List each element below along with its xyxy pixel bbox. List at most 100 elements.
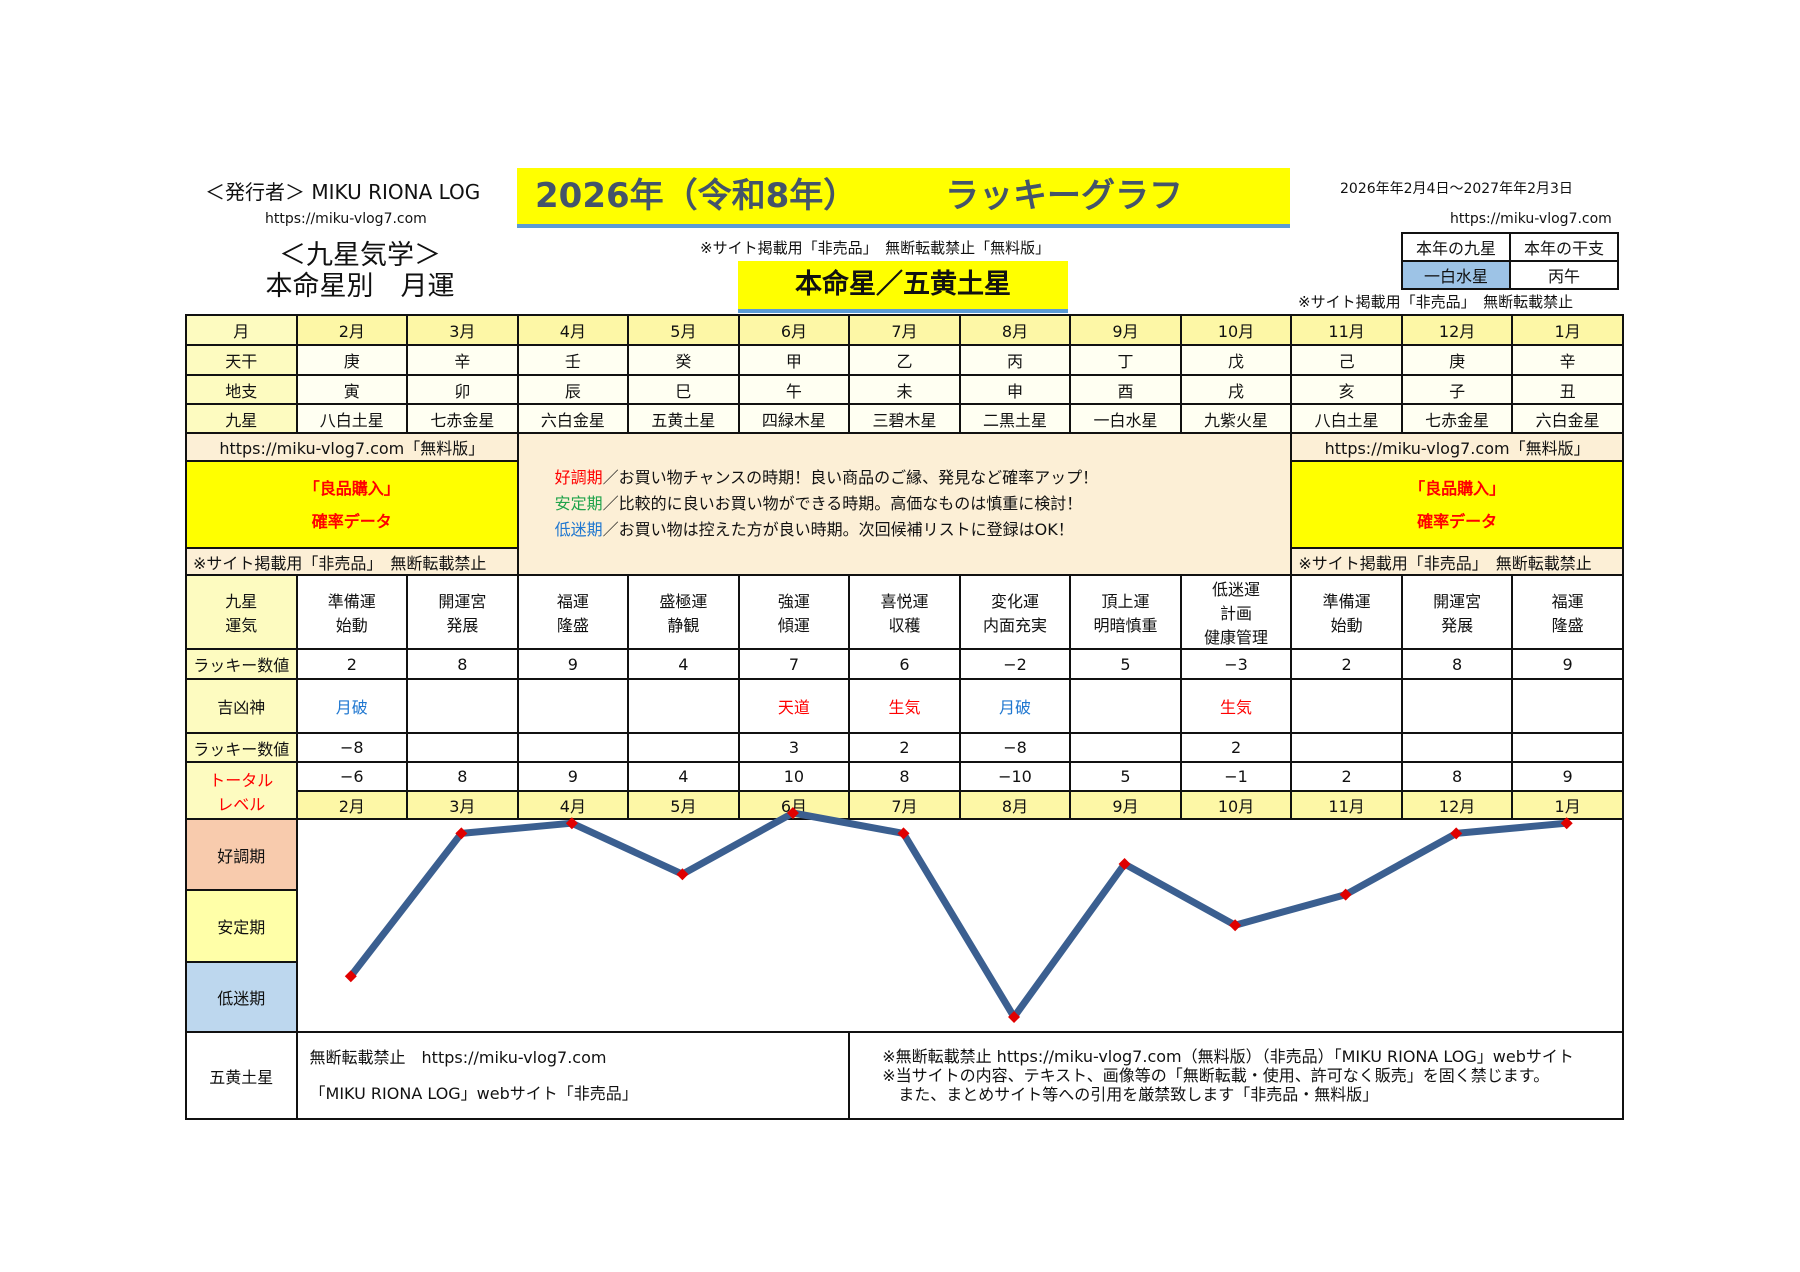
unki-cell: 盛極運 静観 [627,574,740,650]
kikkyo-cell: 月破 [295,678,409,734]
band-label: 安定期 [185,889,298,963]
total-cell: 10 [737,761,851,792]
lucky-cell: 8 [406,648,519,680]
month-footer-row: 2月 3月 4月 5月 6月 7月 8月 9月 10月 11月 12月 1月 [186,790,1624,820]
total-cell: 8 [848,761,961,792]
total-cell: 2 [1290,761,1403,792]
legend-term: 好調期 [554,468,603,487]
kikkyo-cell: 月破 [958,678,1072,734]
chishi-cell: 卯 [406,374,519,405]
page-title: 2026年（令和8年） ラッキーグラフ [517,168,1290,228]
month-header: 9月 [1069,314,1182,346]
lucky-cell: 8 [1400,648,1514,680]
legend-text: ／お買い物は控えた方が良い時期。次回候補リストに登録はOK！ [602,520,1074,539]
month-footer: 8月 [958,790,1072,820]
kikkyo-cell: 生気 [1179,678,1293,734]
legend-term: 低迷期 [554,520,603,539]
lucky2-cell [1511,732,1624,763]
month-footer: 4月 [516,790,630,820]
tenkan-cell: 壬 [516,344,630,376]
unki-cell: 準備運 始動 [1290,574,1403,650]
unki-cell: 開運宮 発展 [1400,574,1514,650]
total-row: トータル レベル −6 8 9 4 10 8 −10 5 −1 2 8 9 [185,761,1624,820]
kyusei-cell: 三碧木星 [848,403,961,434]
site-url-right[interactable]: https://miku-vlog7.com [1450,211,1612,227]
year-star: 一白水星 [1401,260,1511,290]
kyusei-cell: 八白土星 [295,403,409,434]
footer-left-line1: 無断転載禁止 https://miku-vlog7.com [309,1047,607,1067]
title-year: 2026年（令和8年） [535,176,858,216]
chishi-cell: 未 [848,374,961,405]
total-cell: 8 [406,761,519,792]
row-label-chishi: 地支 [185,374,298,405]
tenkan-row: 天干庚辛壬癸甲乙丙丁戊己庚辛 [185,344,1624,376]
unki-cell: 準備運 始動 [295,574,409,650]
kikkyo-cell [1069,678,1182,734]
data-point-marker [1229,919,1242,932]
footer-right-line2: ※当サイトの内容、テキスト、画像等の「無断転載・使用、許可なく販売」を固く禁じま… [882,1066,1550,1085]
title-main: ラッキーグラフ [945,176,1183,216]
chishi-cell: 亥 [1290,374,1403,405]
footer-right-line3: また、まとめサイト等への引用を厳禁致します「非売品・無料版」 [882,1085,1379,1104]
lucky-cell: −2 [958,648,1072,680]
lucky-cell: 9 [516,648,630,680]
year-eto: 丙午 [1509,260,1619,290]
month-header: 10月 [1179,314,1293,346]
data-point-marker [897,827,910,840]
month-header: 3月 [406,314,519,346]
kikkyo-cell [1400,678,1514,734]
unki-row: 九星 運気 準備運 始動 開運宮 発展 福運 隆盛 盛極運 静観 強運 傾運 喜悦運 収穫 変化運 内面充実頂… [185,574,1624,650]
row-label-tenkan: 天干 [185,344,298,376]
month-footer: 5月 [627,790,740,820]
lucky2-cell: −8 [295,732,409,763]
site-url[interactable]: https://miku-vlog7.com [265,211,427,227]
unki-cell: 開運宮 発展 [406,574,519,650]
notice-left: ※サイト掲載用「非売品」 無断転載禁止 [185,547,519,576]
legend-text: ／比較的に良いお買い物ができる時期。高価なものは慎重に検討！ [602,494,1083,513]
kyusei-cell: 八白土星 [1290,403,1403,434]
month-header: 5月 [627,314,740,346]
month-footer: 9月 [1069,790,1182,820]
data-point-marker [1450,827,1463,840]
row-label-lucky2: ラッキー数値 [185,732,298,763]
legend-item: 安定期／比較的に良いお買い物ができる時期。高価なものは慎重に検討！ [555,491,1290,517]
tenkan-cell: 甲 [737,344,851,376]
month-footer: 10月 [1179,790,1293,820]
row-label-kikkyo: 吉凶神 [185,678,298,734]
chishi-cell: 戌 [1179,374,1293,405]
tenkan-cell: 辛 [1511,344,1624,376]
kyusei-cell: 五黄土星 [627,403,740,434]
kikkyo-row: 吉凶神 月破 天道 生気 月破 生気 [185,678,1624,734]
lucky-cell: 5 [1069,648,1182,680]
kikkyo-cell: 生気 [848,678,961,734]
kyusei-cell: 六白金星 [1511,403,1624,434]
month-header: 4月 [516,314,630,346]
kikkyo-cell [627,678,740,734]
footer-row: 五黄土星 無断転載禁止 https://miku-vlog7.com 「MIKU R… [185,1031,1624,1120]
year-eto-header: 本年の干支 [1509,232,1619,262]
kikkyo-cell: 天道 [737,678,851,734]
lucky2-cell [406,732,519,763]
kyusei-cell: 一白水星 [1069,403,1182,434]
lucky2-cell: −8 [958,732,1072,763]
month-header: 6月 [737,314,851,346]
tenkan-cell: 丙 [958,344,1072,376]
data-point-marker [676,868,689,881]
lucky-row: ラッキー数値 2 8 9 4 7 6 −2 5 −3 2 8 9 [185,648,1624,680]
tenkan-cell: 己 [1290,344,1403,376]
legend-text: ／お買い物チャンスの時期！良い商品のご縁、発見など確率アップ！ [602,468,1099,487]
footer-label: 五黄土星 [185,1031,298,1120]
total-cell: 9 [516,761,630,792]
total-cell: 4 [627,761,740,792]
footer-left-line2: 「MIKU RIONA LOG」webサイト「非売品」 [309,1083,638,1103]
chart-row: 安定期 [185,889,1623,963]
data-point-marker [1339,888,1352,901]
chishi-cell: 巳 [627,374,740,405]
lucky-cell: −3 [1179,648,1293,680]
notice: ※サイト掲載用「非売品」 無断転載禁止「無料版」 [700,239,1051,257]
lucky-cell: 2 [1290,648,1403,680]
lucky2-cell [627,732,740,763]
promo-box-right: 「良品購入」 確率データ [1290,460,1624,549]
kyusei-cell: 四緑木星 [737,403,851,434]
